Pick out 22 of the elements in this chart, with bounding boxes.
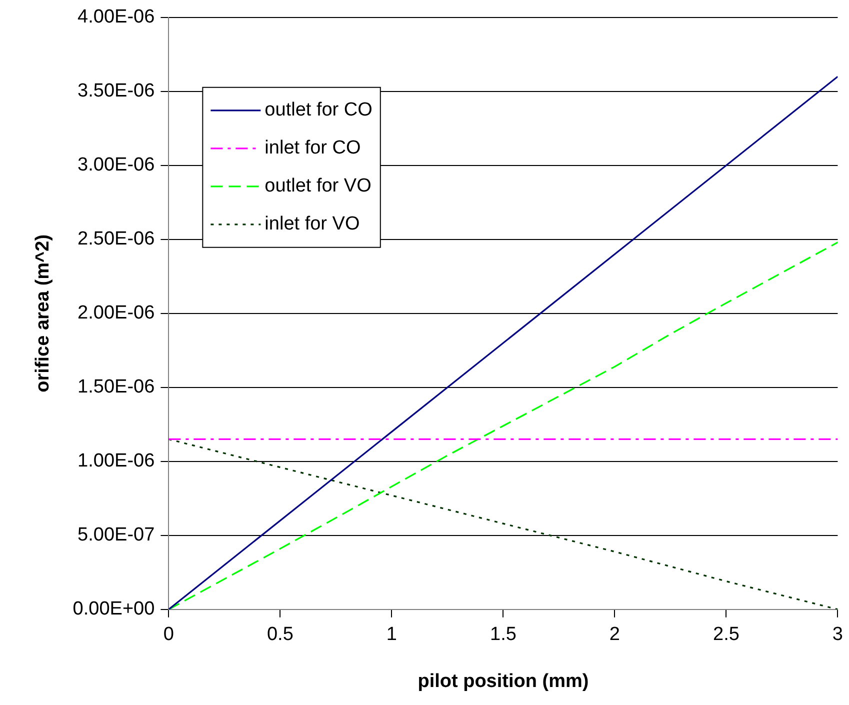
x-tick-label: 3 xyxy=(832,624,844,646)
x-tick-label: 2.5 xyxy=(713,624,740,646)
y-tick-label: 3.00E-06 xyxy=(78,154,155,176)
x-tick-label: 0.5 xyxy=(266,624,294,646)
legend-label: inlet for CO xyxy=(264,138,361,159)
x-tick-label: 1.5 xyxy=(490,624,516,646)
x-tick-label: 2 xyxy=(609,624,620,646)
y-axis-title: orifice area (m^2) xyxy=(32,234,54,392)
legend-label: outlet for CO xyxy=(264,100,372,121)
y-tick-label: 2.50E-06 xyxy=(78,228,155,250)
y-tick-label: 3.50E-06 xyxy=(78,80,155,102)
y-tick-label: 5.00E-07 xyxy=(78,524,155,546)
y-tick-label: 1.00E-06 xyxy=(78,450,155,472)
legend-label: inlet for VO xyxy=(264,214,360,235)
y-tick-label: 0.00E+00 xyxy=(72,598,155,620)
x-tick-label: 1 xyxy=(386,624,397,646)
y-tick-label: 2.00E-06 xyxy=(78,302,155,324)
x-tick-label: 0 xyxy=(163,624,174,646)
x-axis-title: pilot position (mm) xyxy=(418,670,589,692)
y-tick-label: 4.00E-06 xyxy=(78,6,155,28)
legend-label: outlet for VO xyxy=(264,176,372,197)
y-tick-label: 1.50E-06 xyxy=(78,376,155,398)
